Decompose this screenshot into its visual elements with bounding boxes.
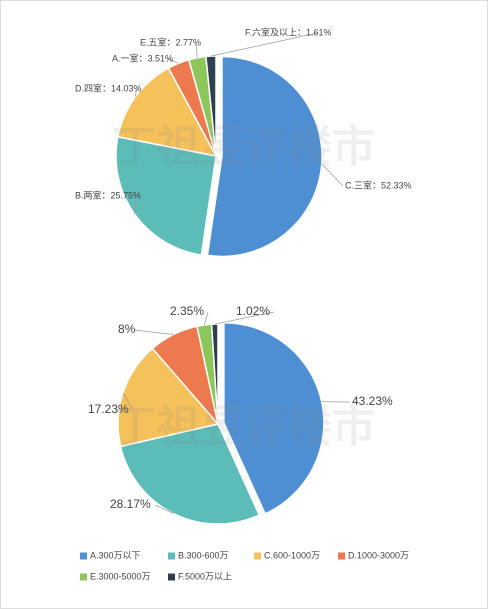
data-label: E.五室：2.77% [140,36,201,47]
legend-label: B.300-600万 [178,550,229,560]
data-label: B.两室：25.75% [75,189,141,200]
legend-label: C.600-1000万 [264,550,320,560]
pie-slice [116,67,218,158]
leader-line [203,311,209,326]
leader-line [122,392,134,411]
leader-line [167,58,179,64]
leader-line [135,88,137,97]
leader-line [321,163,344,187]
legend-label: D.1000-3000万 [348,550,409,560]
legend-swatch [338,552,345,560]
pie-slice [223,321,325,515]
legend-swatch [168,552,175,560]
data-label: 2.35% [170,304,204,318]
leader-line [214,311,275,325]
legend-label: A.300万以下 [90,550,141,560]
pie-slice [205,55,217,157]
legend-swatch [254,552,261,560]
legend-label: E.3000-5000万 [90,571,151,581]
legend-swatch [80,573,87,581]
leader-line [134,329,174,335]
data-label: 8% [118,322,136,336]
data-label: 28.17% [110,497,151,511]
data-label: A.一室：3.51% [112,52,173,63]
data-label: 17.23% [88,402,129,416]
legend-label: F.5000万以上 [178,571,232,581]
legend-swatch [80,552,87,560]
data-label: 1.02% [236,304,270,318]
legend-swatch [168,573,175,581]
watermark: 丁祖昱评楼市 [112,402,376,453]
leader-line [134,195,137,214]
data-label: F.六室及以上：1.61% [245,26,332,37]
data-label: 43.23% [352,394,393,408]
leader-line [155,504,174,514]
leader-line [210,32,318,57]
data-label: C.三室：52.33% [345,179,412,190]
data-label: D.四室：14.03% [75,82,142,93]
leader-line [195,42,198,58]
watermark: 丁祖昱评楼市 [112,122,376,173]
